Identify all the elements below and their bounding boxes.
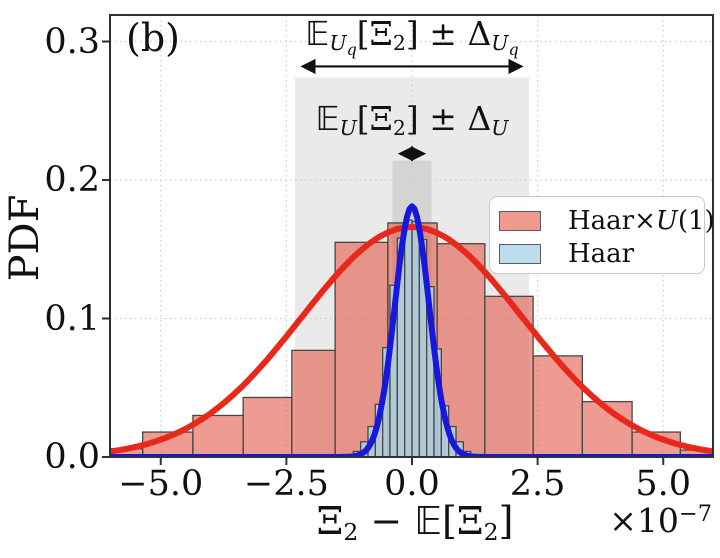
gaussian-curve-haar-u1 <box>110 224 713 455</box>
legend-label-haar-u1: Haar×U(1) <box>568 205 715 236</box>
x-tick-label: −5.0 <box>118 464 204 504</box>
legend-swatch-haar <box>499 243 541 264</box>
x-axis-title: Ξ2 − 𝔼[Ξ2] <box>316 499 514 546</box>
double-struck-E: 𝔼 <box>315 99 340 138</box>
gaussian-curve-haar <box>110 203 713 457</box>
y-tick-label: 0.0 <box>44 437 100 477</box>
legend: Haar×U(1) Haar <box>489 196 715 274</box>
legend-swatch-haar-u1 <box>499 210 541 231</box>
double-struck-E: 𝔼 <box>305 14 330 53</box>
axis-ticks <box>102 40 665 465</box>
legend-item-haar: Haar <box>499 237 704 270</box>
x-tick-label: 5.0 <box>635 464 692 504</box>
x-tick-label: −2.5 <box>243 464 329 504</box>
y-axis-title: PDF <box>2 194 48 282</box>
x-axis-offset-text: ×10−7 <box>609 501 712 541</box>
annotation-expectation-uq: 𝔼Uq[Ξ2] ± ΔUq <box>305 14 519 59</box>
y-tick-label: 0.3 <box>44 21 100 62</box>
x-tick-label: 0.0 <box>384 464 440 504</box>
annotation-expectation-u: 𝔼U[Ξ2] ± ΔU <box>315 99 509 141</box>
y-tick-label: 0.1 <box>44 298 100 339</box>
y-tick-label: 0.2 <box>44 160 100 200</box>
double-struck-E: 𝔼 <box>414 499 443 543</box>
legend-item-haar-u1: Haar×U(1) <box>499 204 715 237</box>
panel-label: (b) <box>126 16 180 60</box>
legend-label-haar: Haar <box>568 238 635 269</box>
x-tick-label: 2.5 <box>509 464 566 504</box>
